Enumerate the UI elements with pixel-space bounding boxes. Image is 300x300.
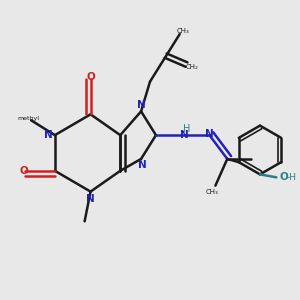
Text: O: O [86, 72, 95, 82]
Text: O: O [19, 166, 28, 176]
Text: CH₃: CH₃ [176, 28, 189, 34]
Text: N: N [180, 130, 189, 140]
Text: N: N [205, 129, 214, 139]
Text: N: N [138, 160, 147, 170]
Text: N: N [86, 194, 95, 204]
Text: O: O [279, 172, 288, 182]
Text: -H: -H [287, 173, 297, 182]
Text: N: N [44, 130, 53, 140]
Text: H: H [184, 124, 191, 134]
Text: CH₂: CH₂ [186, 64, 199, 70]
Text: CH₃: CH₃ [206, 189, 219, 195]
Text: methyl: methyl [17, 116, 39, 121]
Text: N: N [137, 100, 146, 110]
